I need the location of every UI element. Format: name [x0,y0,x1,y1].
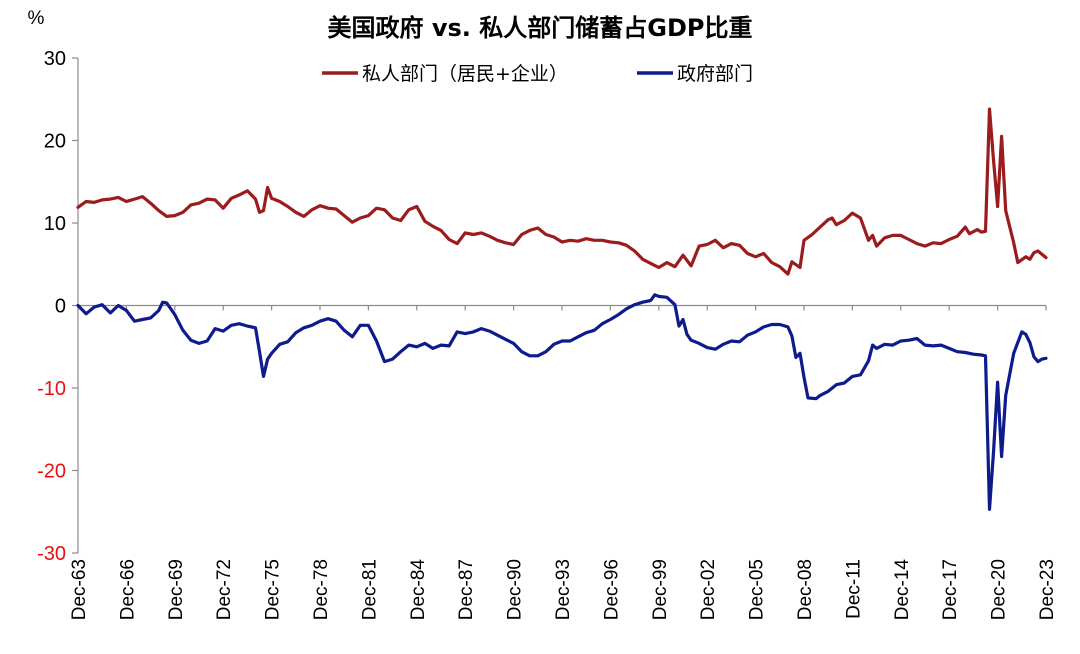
y-axis-unit: % [28,8,45,29]
y-tick-label: 10 [44,213,66,235]
x-tick-label: Dec-69 [166,559,187,620]
x-tick-label: Dec-14 [892,559,913,621]
series-line-private-sector [76,107,1048,276]
y-tick-label: 30 [44,48,66,70]
x-tick-label: Dec-02 [698,559,719,620]
x-tick-label: Dec-84 [408,559,429,621]
chart-title: 美国政府 vs. 私人部门储蓄占GDP比重 [328,14,753,42]
x-tick-label: Dec-93 [553,559,574,620]
x-tick-label: Dec-81 [359,559,380,620]
x-tick-label: Dec-90 [505,559,526,620]
x-tick-label: Dec-75 [263,559,284,620]
x-tick-label: Dec-87 [456,559,477,620]
x-axis-ticks: Dec-63 Dec-66 Dec-69 Dec-72 Dec-75 Dec-78 Dec-… [69,305,1058,621]
x-tick-label: Dec-08 [795,559,816,620]
legend-label-private: 私人部门（居民+企业） [362,63,568,85]
x-tick-label: Dec-96 [601,559,622,620]
x-tick-label: Dec-99 [650,559,671,620]
legend-label-government: 政府部门 [677,63,753,85]
series-line-government [76,293,1048,511]
x-tick-label: Dec-78 [311,559,332,620]
series-layer [76,107,1048,511]
x-tick-label: Dec-72 [214,559,235,620]
x-tick-label: Dec-11 [843,559,864,619]
y-tick-label: -10 [37,378,66,400]
y-tick-label: -30 [37,543,66,565]
y-tick-label: -20 [37,461,66,483]
y-axis-ticks: 30 20 10 0 -10 -20 -30 [37,48,78,565]
y-tick-label: 20 [44,131,66,153]
x-tick-label: Dec-66 [117,559,138,620]
legend: 私人部门（居民+企业） 政府部门 [322,63,753,85]
x-tick-label: Dec-63 [69,559,90,620]
y-tick-label: 0 [55,296,66,318]
x-tick-label: Dec-17 [940,559,961,620]
x-tick-label: Dec-05 [747,559,768,620]
x-tick-label: Dec-23 [1037,559,1058,620]
x-tick-label: Dec-20 [989,559,1010,620]
